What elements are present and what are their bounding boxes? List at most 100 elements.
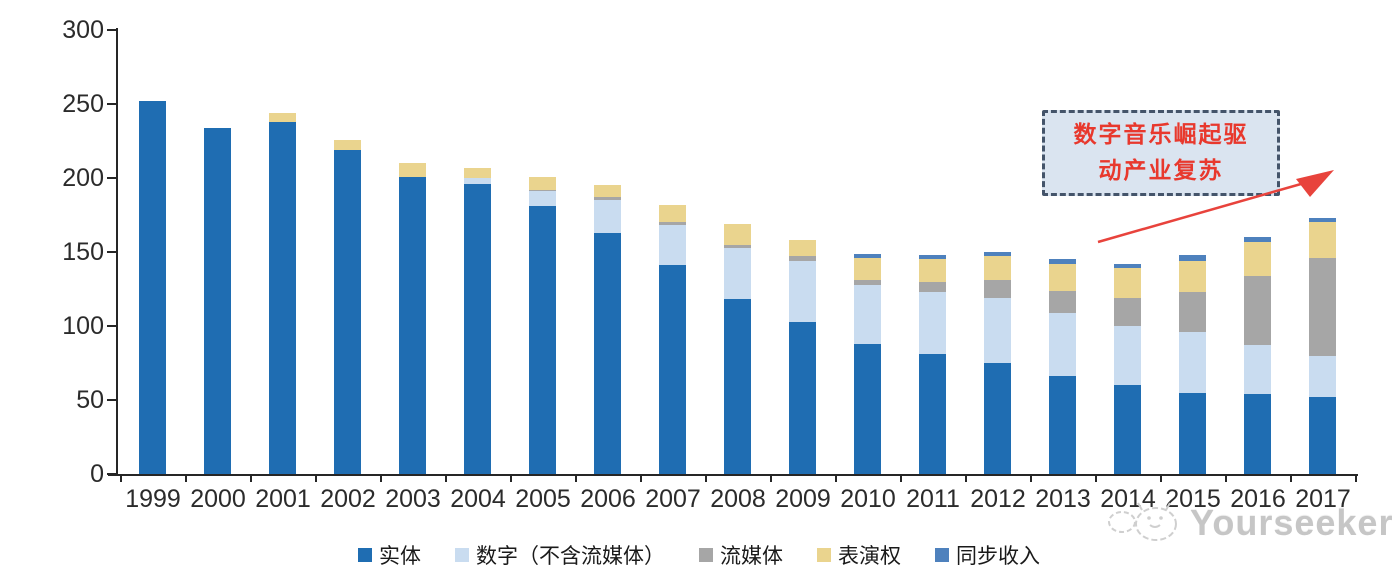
stacked-bar-2013 (1049, 259, 1076, 474)
stacked-bar-2017 (1309, 217, 1336, 474)
bar-segment (1114, 385, 1141, 474)
x-tick-mark (315, 474, 317, 482)
x-tick-mark (770, 474, 772, 482)
bar-segment (334, 149, 361, 474)
bar-segment (269, 121, 296, 474)
legend-swatch-icon (817, 548, 831, 562)
bar-segment (984, 297, 1011, 363)
x-tick-label: 2010 (840, 485, 896, 513)
stacked-bar-2008 (724, 223, 751, 474)
bar-segment (1179, 291, 1206, 332)
stacked-bar-2015 (1179, 254, 1206, 474)
x-tick-mark (1160, 474, 1162, 482)
legend-item: 实体 (358, 540, 421, 570)
bar-segment (1309, 355, 1336, 398)
x-tick-mark (1355, 474, 1357, 482)
legend-label: 表演权 (838, 544, 901, 568)
bar-segment (464, 183, 491, 474)
bar-segment (1049, 312, 1076, 377)
legend-item: 同步收入 (935, 540, 1040, 570)
bar-segment (1309, 217, 1336, 223)
bar-segment (269, 112, 296, 122)
bar-segment (139, 101, 166, 474)
bar-segment (789, 240, 816, 257)
x-tick-label: 2001 (255, 485, 311, 513)
y-tick-label: 150 (62, 238, 104, 266)
x-tick-mark (1290, 474, 1292, 482)
legend-swatch-icon (455, 548, 469, 562)
x-tick-label: 2012 (970, 485, 1026, 513)
x-tick-label: 2014 (1100, 485, 1156, 513)
legend-label: 实体 (379, 544, 421, 568)
bar-segment (1244, 345, 1271, 395)
bar-segment (1179, 254, 1206, 261)
x-tick-label: 2003 (385, 485, 441, 513)
bar-segment (1244, 394, 1271, 474)
bar-segment (1049, 376, 1076, 474)
watermark-brand: Yourseeker (1190, 502, 1394, 543)
bar-segment (984, 252, 1011, 257)
stacked-bar-2012 (984, 252, 1011, 474)
bar-segment (529, 191, 556, 207)
x-tick-label: 2002 (320, 485, 376, 513)
stacked-bar-2000 (204, 127, 231, 474)
bar-segment (919, 291, 946, 355)
bar-segment (1309, 397, 1336, 474)
bar-segment (529, 206, 556, 474)
bar-segment (919, 259, 946, 282)
x-tick-label: 2011 (906, 485, 960, 513)
y-tick-mark (107, 103, 116, 105)
stacked-bar-2003 (399, 163, 426, 474)
legend-item: 数字（不含流媒体） (455, 540, 665, 570)
x-tick-mark (380, 474, 382, 482)
stacked-bar-2009 (789, 240, 816, 474)
annotation-text-line2: 动产业复苏 (1098, 158, 1224, 184)
bar-segment (724, 244, 751, 248)
stacked-bar-2010 (854, 253, 881, 474)
y-tick-mark (107, 325, 116, 327)
y-tick-mark (107, 177, 116, 179)
y-tick-label: 50 (76, 386, 104, 414)
x-tick-label: 2007 (645, 485, 701, 513)
bar-segment (659, 225, 686, 266)
bar-segment (1179, 331, 1206, 393)
stacked-bar-2002 (334, 139, 361, 474)
bar-segment (984, 363, 1011, 474)
legend-item: 表演权 (817, 540, 901, 570)
bar-segment (1244, 275, 1271, 346)
x-tick-label: 2015 (1165, 485, 1221, 513)
y-tick-mark (107, 399, 116, 401)
bar-segment (724, 247, 751, 300)
legend-swatch-icon (358, 548, 372, 562)
stacked-bar-2006 (594, 185, 621, 474)
bar-segment (399, 176, 426, 474)
bar-segment (464, 178, 491, 184)
bar-segment (529, 189, 556, 192)
bar-segment (464, 167, 491, 178)
stacked-bar-2007 (659, 204, 686, 474)
x-tick-mark (705, 474, 707, 482)
bar-segment (594, 232, 621, 474)
y-tick-label: 100 (62, 312, 104, 340)
x-tick-mark (1030, 474, 1032, 482)
bar-segment (789, 256, 816, 261)
legend-label: 同步收入 (956, 544, 1040, 568)
x-tick-label: 2004 (450, 485, 506, 513)
x-tick-label: 2013 (1035, 485, 1091, 513)
x-tick-mark (965, 474, 967, 482)
y-tick-label: 250 (62, 90, 104, 118)
bar-segment (724, 299, 751, 474)
x-tick-mark (185, 474, 187, 482)
y-tick-mark (107, 29, 116, 31)
bar-segment (529, 176, 556, 190)
y-axis-line (116, 28, 118, 476)
stacked-bar-1999 (139, 101, 166, 474)
stacked-bar-2014 (1114, 263, 1141, 474)
bar-segment (1309, 257, 1336, 356)
bar-segment (1244, 241, 1271, 276)
legend-swatch-icon (935, 548, 949, 562)
x-tick-mark (575, 474, 577, 482)
bar-segment (919, 354, 946, 474)
x-tick-label: 2000 (190, 485, 246, 513)
